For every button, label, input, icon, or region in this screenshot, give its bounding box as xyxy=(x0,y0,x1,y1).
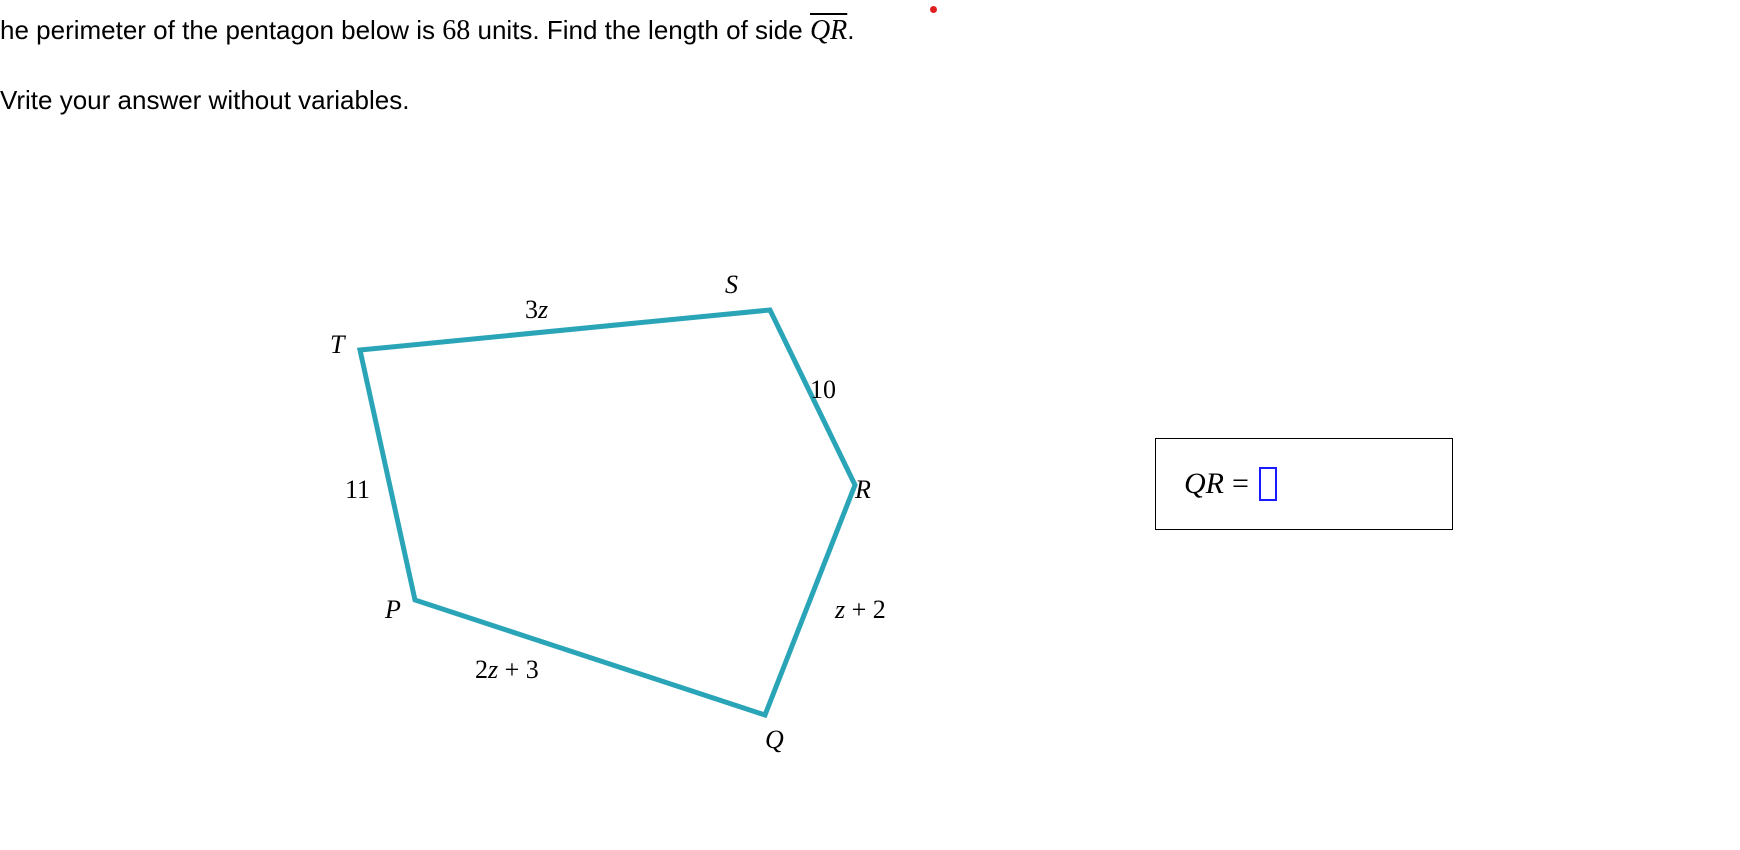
side-label-TP: 11 xyxy=(345,475,370,505)
perimeter-value: 68 xyxy=(442,15,470,46)
qr-answer-input[interactable] xyxy=(1259,467,1277,501)
vertex-label-Q: Q xyxy=(765,725,784,755)
answer-label-qr: QR xyxy=(1184,467,1224,501)
side-label-SR: 10 xyxy=(810,375,836,405)
pentagon-svg xyxy=(300,280,900,800)
side-label-PQ: 2z + 3 xyxy=(475,655,539,685)
vertex-label-S: S xyxy=(725,270,738,300)
marker-dot xyxy=(930,6,937,13)
pentagon-shape xyxy=(360,310,855,715)
vertex-label-T: T xyxy=(330,330,344,360)
answer-box: QR = xyxy=(1155,438,1453,530)
segment-qr: QR xyxy=(810,15,847,46)
vertex-label-P: P xyxy=(385,595,401,625)
side-label-TS: 3z xyxy=(525,295,548,325)
answer-equals: = xyxy=(1232,467,1249,501)
question-text-mid: units. Find the length of side xyxy=(470,15,810,45)
pentagon-diagram: T S R Q P 3z 10 z + 2 2z + 3 11 xyxy=(300,280,900,800)
question-line-1: he perimeter of the pentagon below is 68… xyxy=(0,15,855,47)
question-text-prefix: he perimeter of the pentagon below is xyxy=(0,15,442,45)
vertex-label-R: R xyxy=(855,475,871,505)
question-text-suffix: . xyxy=(847,15,854,45)
question-line-2: Vrite your answer without variables. xyxy=(0,85,409,116)
side-label-RQ: z + 2 xyxy=(835,595,886,625)
